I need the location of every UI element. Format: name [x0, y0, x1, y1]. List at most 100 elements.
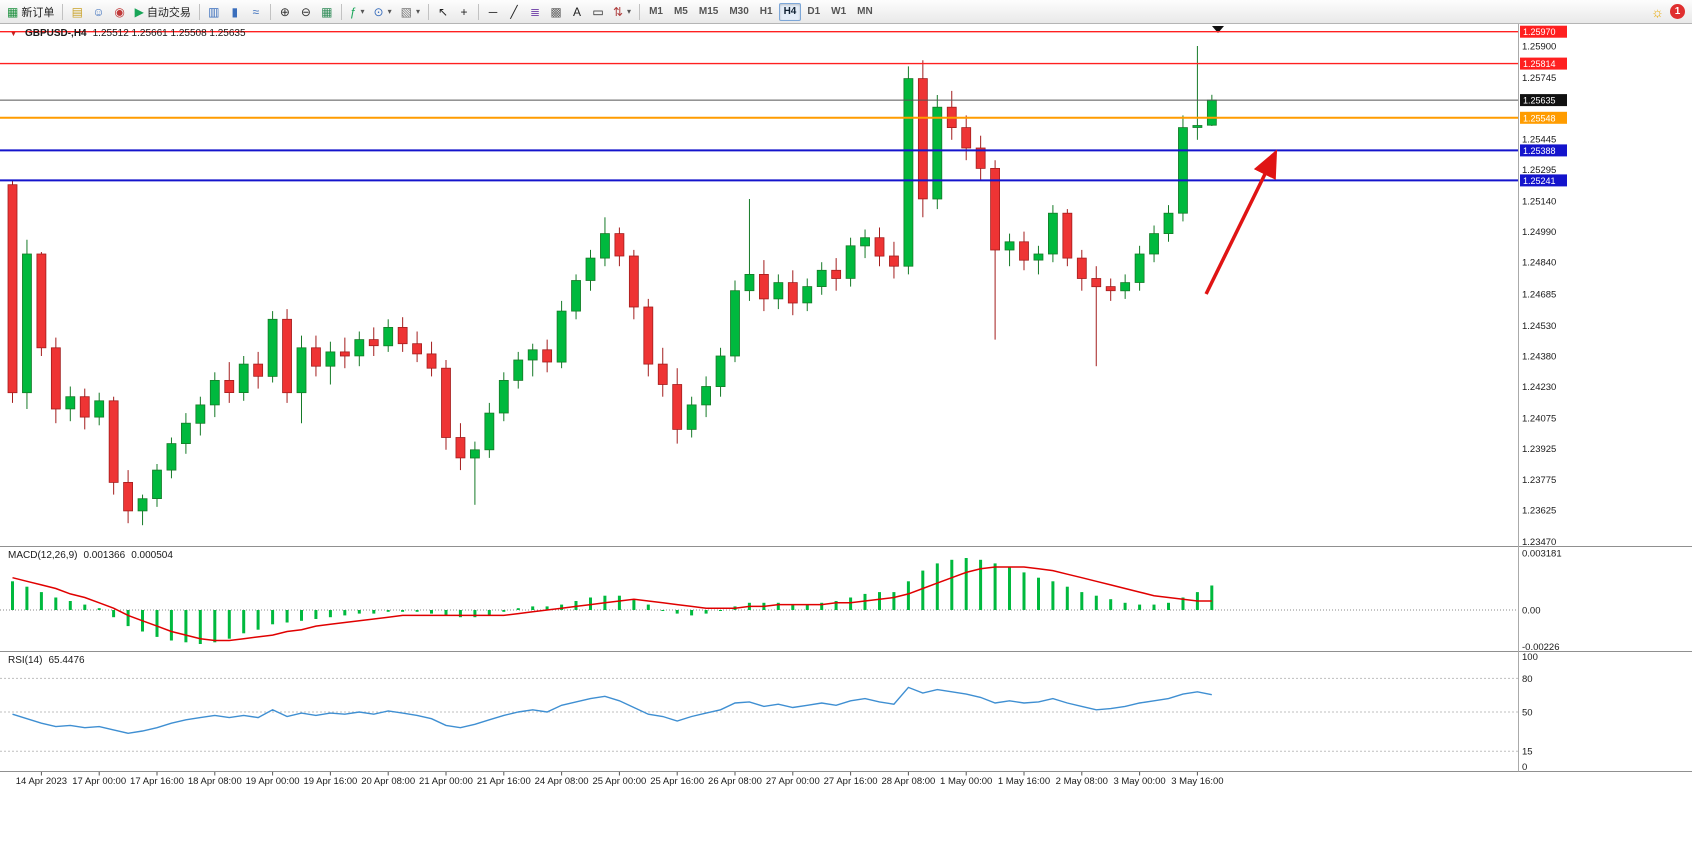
- line-chart-icon[interactable]: ≈: [246, 2, 266, 22]
- candlestick-chart-icon: ▮: [231, 4, 239, 19]
- label-icon[interactable]: ▭: [588, 2, 608, 22]
- macd-value: 0.001366: [83, 550, 126, 561]
- zoom-in-icon[interactable]: ⊕: [275, 2, 295, 22]
- macd-histogram-bar: [25, 586, 29, 610]
- timeframe-m5-button[interactable]: M5: [669, 3, 693, 21]
- macd-histogram-bar: [83, 604, 87, 610]
- candle: [1033, 253, 1044, 261]
- arrows-tool-icon[interactable]: ⇅ ▾: [609, 2, 635, 22]
- macd-histogram-bar: [921, 570, 925, 610]
- navigator-icon[interactable]: ☺: [88, 2, 108, 22]
- macd-signal-line: [12, 566, 1212, 642]
- dropdown-arrow-icon: ▾: [627, 7, 632, 16]
- candle: [643, 306, 654, 365]
- grid-icon: ▩: [550, 4, 562, 19]
- macd-histogram-bar: [704, 610, 708, 614]
- chart-shift-marker[interactable]: [1212, 26, 1224, 33]
- candle: [224, 379, 235, 393]
- candle: [180, 422, 191, 445]
- candle: [441, 367, 451, 438]
- rsi-axis-label: 50: [1522, 708, 1533, 719]
- candle: [1163, 212, 1174, 234]
- candle: [383, 326, 394, 347]
- candle: [1048, 212, 1058, 255]
- macd-histogram-bar: [935, 563, 939, 610]
- crosshair-icon[interactable]: +: [454, 2, 474, 22]
- macd-histogram-bar: [690, 610, 694, 616]
- fibonacci-icon[interactable]: ≣: [525, 2, 545, 22]
- zoom-in-icon: ⊕: [279, 4, 290, 19]
- price-axis-label: 1.24685: [1522, 289, 1556, 300]
- zoom-out-icon[interactable]: ⊖: [296, 2, 316, 22]
- terminal-icon[interactable]: ◉: [110, 2, 130, 22]
- candle: [166, 443, 177, 471]
- templates-icon[interactable]: ▧ ▾: [397, 2, 424, 22]
- macd-histogram-bar: [54, 597, 58, 610]
- macd-histogram-bar: [271, 610, 275, 625]
- timeframe-d1-button[interactable]: D1: [802, 3, 825, 21]
- trendline-icon[interactable]: ╱: [504, 2, 524, 22]
- macd-histogram-bar: [11, 581, 14, 610]
- market-watch-icon[interactable]: ▤: [67, 2, 87, 22]
- ohlc-values: 1.25512 1.25661 1.25508 1.25635: [92, 28, 246, 39]
- candlestick-chart-icon[interactable]: ▮: [225, 2, 245, 22]
- auto-trading-button-label: 自动交易: [146, 6, 191, 19]
- macd-histogram-bar: [834, 601, 838, 610]
- candle: [484, 412, 495, 451]
- macd-histogram-bar: [589, 597, 592, 610]
- candle: [238, 363, 249, 394]
- text-icon[interactable]: A: [567, 2, 587, 22]
- trendline-icon: ╱: [510, 4, 518, 19]
- macd-axis-label: 0.00: [1522, 606, 1541, 617]
- candle: [585, 257, 596, 281]
- candle: [339, 351, 350, 357]
- timeframe-m1-button[interactable]: M1: [644, 3, 668, 21]
- macd-histogram-bar: [878, 592, 881, 610]
- text-icon: A: [572, 4, 581, 19]
- timeframe-h1-button[interactable]: H1: [755, 3, 778, 21]
- rsi-axis-label: 100: [1522, 652, 1538, 663]
- macd-histogram-bar: [791, 604, 795, 610]
- dropdown-arrow-icon: ▾: [415, 7, 420, 16]
- candle: [325, 351, 336, 367]
- candle: [1105, 286, 1116, 292]
- price-tag: [1520, 111, 1567, 124]
- rsi-line: [12, 686, 1212, 735]
- timeframe-m15-button[interactable]: M15: [694, 3, 723, 21]
- macd-histogram-bar: [126, 610, 130, 627]
- candle: [513, 359, 524, 381]
- grid-icon[interactable]: ▩: [546, 2, 566, 22]
- rsi-axis-label: 15: [1522, 747, 1533, 758]
- indicators-icon[interactable]: ƒ ▾: [346, 2, 369, 22]
- cursor-icon[interactable]: ↖: [433, 2, 453, 22]
- bar-chart-icon[interactable]: ▥: [204, 2, 224, 22]
- notification-badge[interactable]: 1: [1670, 4, 1685, 19]
- macd-histogram-bar: [328, 610, 332, 618]
- price-axis-label: 1.24990: [1522, 227, 1556, 238]
- horizontal-line-icon[interactable]: ─: [483, 2, 503, 22]
- trend-arrow-annotation[interactable]: [1204, 149, 1278, 295]
- periods-icon[interactable]: ⊙ ▾: [370, 2, 396, 22]
- timeframe-m30-button[interactable]: M30: [724, 3, 753, 21]
- auto-trading-icon: ▶: [134, 4, 144, 19]
- auto-trading-button[interactable]: ▶ 自动交易: [131, 2, 195, 22]
- tile-windows-icon[interactable]: ▦: [317, 2, 337, 22]
- macd-histogram-bar: [430, 610, 433, 614]
- price-axis-label: 1.24075: [1522, 414, 1556, 425]
- price-axis-label: 1.23775: [1522, 475, 1556, 486]
- candle: [1134, 253, 1145, 283]
- candle: [296, 347, 307, 394]
- new-order-button[interactable]: ▦ 新订单: [3, 2, 58, 22]
- brightness-icon[interactable]: ☼: [1651, 3, 1664, 20]
- macd-indicator-label: MACD(12,26,9) 0.001366 0.000504: [8, 550, 173, 561]
- timeframe-mn-button[interactable]: MN: [852, 3, 878, 21]
- macd-histogram-bar: [719, 610, 722, 611]
- candle: [108, 400, 119, 483]
- macd-histogram-bar: [1094, 595, 1098, 610]
- timeframe-w1-button[interactable]: W1: [826, 3, 851, 21]
- price-tag-label: 1.25388: [1523, 146, 1556, 156]
- macd-histogram-bar: [545, 606, 549, 610]
- timeframe-h4-button[interactable]: H4: [778, 2, 802, 21]
- time-axis-label: 27 Apr 00:00: [766, 776, 820, 787]
